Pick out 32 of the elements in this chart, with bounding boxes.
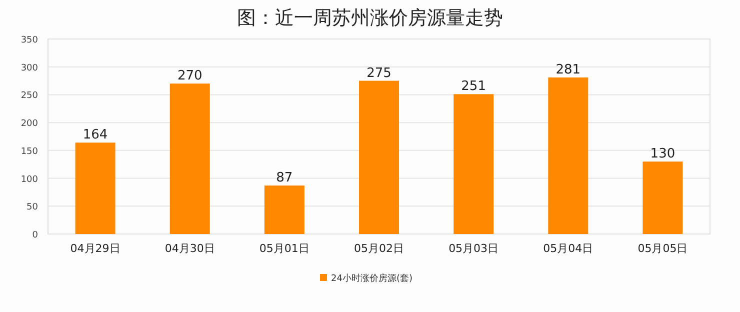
bar [170, 84, 210, 234]
x-tick-label: 05月04日 [543, 242, 594, 255]
y-tick-label: 200 [20, 119, 38, 130]
data-label: 130 [650, 146, 676, 162]
bar [454, 94, 494, 234]
bar [548, 77, 588, 234]
data-label: 251 [461, 79, 486, 94]
y-tick-label: 300 [20, 63, 38, 74]
y-tick-label: 150 [20, 146, 38, 157]
x-tick-label: 04月29日 [70, 242, 120, 255]
x-tick-label: 04月30日 [164, 242, 215, 255]
y-tick-label: 350 [20, 36, 38, 46]
data-label: 164 [82, 128, 108, 143]
bar [264, 186, 304, 234]
data-label: 270 [177, 68, 202, 84]
x-tick-label: 05月05日 [638, 242, 688, 255]
x-tick-label: 05月03日 [448, 242, 499, 255]
legend-label: 24小时涨价房源(套) [331, 273, 412, 284]
y-tick-label: 0 [32, 230, 38, 240]
data-label: 87 [276, 170, 293, 186]
bar [359, 80, 399, 234]
data-label: 275 [366, 66, 392, 81]
y-tick-label: 100 [20, 174, 38, 185]
legend: 24小时涨价房源(套) [320, 274, 412, 284]
y-tick-label: 250 [20, 91, 38, 102]
data-label: 281 [556, 62, 581, 78]
x-tick-label: 05月01日 [259, 242, 310, 255]
y-tick-label: 50 [26, 202, 38, 213]
bar [642, 162, 683, 234]
bar [75, 142, 116, 234]
x-tick-label: 05月02日 [354, 242, 404, 255]
chart-title: 图：近一周苏州涨价房源量走势 [237, 7, 503, 29]
